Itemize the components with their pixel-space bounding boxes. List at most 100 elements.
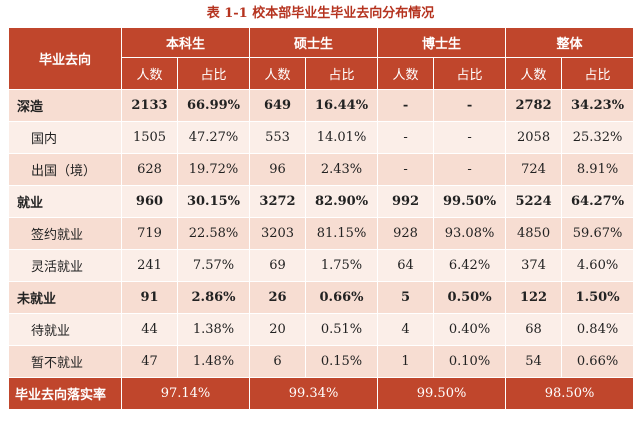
footer-value-master: 99.34% xyxy=(249,377,379,410)
table-cell: 47.27% xyxy=(176,121,251,154)
table-row: 国内 1505 47.27% 553 14.01% - - 2058 25.32… xyxy=(8,121,635,154)
table-cell: 4850 xyxy=(505,217,563,250)
table-cell: 69 xyxy=(249,249,307,282)
table-cell: 0.40% xyxy=(433,313,507,346)
table-cell: 64.27% xyxy=(561,185,635,218)
table-cell: 928 xyxy=(377,217,435,250)
table-cell: 2.43% xyxy=(305,153,379,186)
table-cell: 1.48% xyxy=(176,345,251,378)
row-label: 深造 xyxy=(8,89,122,122)
table-cell: - xyxy=(377,153,435,186)
table-cell: 64 xyxy=(377,249,435,282)
table-cell: 1.38% xyxy=(176,313,251,346)
row-label: 暂不就业 xyxy=(8,345,122,378)
count-header: 人数 xyxy=(121,57,178,90)
graduate-destination-table: 毕业去向 本科生 硕士生 博士生 整体 人数 占比 人数 占比 人数 占比 人数… xyxy=(8,27,635,410)
table-cell: 66.99% xyxy=(176,89,251,122)
count-header: 人数 xyxy=(377,57,435,90)
table-cell: 59.67% xyxy=(561,217,635,250)
table-row: 暂不就业 47 1.48% 6 0.15% 1 0.10% 54 0.66% xyxy=(8,345,635,378)
table-cell: 99.50% xyxy=(433,185,507,218)
group-header-master: 硕士生 xyxy=(249,27,379,58)
row-label: 国内 xyxy=(8,121,122,154)
table-cell: 1505 xyxy=(121,121,178,154)
table-cell: 374 xyxy=(505,249,563,282)
table-cell: 122 xyxy=(505,281,563,314)
footer-row: 毕业去向落实率 97.14% 99.34% 99.50% 98.50% xyxy=(8,377,635,410)
table-cell: 0.66% xyxy=(305,281,379,314)
table-cell: 4 xyxy=(377,313,435,346)
table-cell: 0.50% xyxy=(433,281,507,314)
row-label: 灵活就业 xyxy=(8,249,122,282)
count-header: 人数 xyxy=(505,57,563,90)
table-cell: 0.66% xyxy=(561,345,635,378)
table-row: 深造 2133 66.99% 649 16.44% - - 2782 34.23… xyxy=(8,89,635,122)
table-cell: 25.32% xyxy=(561,121,635,154)
table-cell: - xyxy=(433,89,507,122)
table-cell: 82.90% xyxy=(305,185,379,218)
row-label: 未就业 xyxy=(8,281,122,314)
table-cell: - xyxy=(433,121,507,154)
table-cell: - xyxy=(377,121,435,154)
table-cell: 26 xyxy=(249,281,307,314)
table-cell: 6.42% xyxy=(433,249,507,282)
table-cell: 5224 xyxy=(505,185,563,218)
table-row: 灵活就业 241 7.57% 69 1.75% 64 6.42% 374 4.6… xyxy=(8,249,635,282)
table-cell: 724 xyxy=(505,153,563,186)
table-cell: 91 xyxy=(121,281,178,314)
table-cell: 81.15% xyxy=(305,217,379,250)
table-cell: 0.84% xyxy=(561,313,635,346)
table-cell: 47 xyxy=(121,345,178,378)
table-cell: 0.10% xyxy=(433,345,507,378)
table-cell: - xyxy=(433,153,507,186)
table-cell: 6 xyxy=(249,345,307,378)
table-cell: 2.86% xyxy=(176,281,251,314)
table-cell: 2782 xyxy=(505,89,563,122)
row-label: 签约就业 xyxy=(8,217,122,250)
table-cell: 7.57% xyxy=(176,249,251,282)
footer-value-doctor: 99.50% xyxy=(377,377,507,410)
row-label: 就业 xyxy=(8,185,122,218)
table-cell: 20 xyxy=(249,313,307,346)
group-header-undergrad: 本科生 xyxy=(120,27,251,58)
table-cell: 22.58% xyxy=(176,217,251,250)
table-row: 就业 960 30.15% 3272 82.90% 992 99.50% 522… xyxy=(8,185,635,218)
ratio-header: 占比 xyxy=(433,57,507,90)
table-cell: 2058 xyxy=(505,121,563,154)
table-cell: 0.15% xyxy=(305,345,379,378)
table-cell: - xyxy=(377,89,435,122)
count-header: 人数 xyxy=(249,57,307,90)
footer-value-overall: 98.50% xyxy=(505,377,635,410)
ratio-header: 占比 xyxy=(176,57,251,90)
table-cell: 4.60% xyxy=(561,249,635,282)
table-cell: 54 xyxy=(505,345,563,378)
group-header-doctor: 博士生 xyxy=(377,27,507,58)
ratio-header: 占比 xyxy=(561,57,635,90)
table-cell: 30.15% xyxy=(176,185,251,218)
table-cell: 8.91% xyxy=(561,153,635,186)
table-cell: 34.23% xyxy=(561,89,635,122)
table-cell: 649 xyxy=(249,89,307,122)
table-row: 出国（境） 628 19.72% 96 2.43% - - 724 8.91% xyxy=(8,153,635,186)
table-caption: 表 1-1 校本部毕业生毕业去向分布情况 xyxy=(206,6,435,21)
row-label: 出国（境） xyxy=(8,153,122,186)
table-cell: 14.01% xyxy=(305,121,379,154)
row-label-header: 毕业去向 xyxy=(8,27,122,90)
table-row: 未就业 91 2.86% 26 0.66% 5 0.50% 122 1.50% xyxy=(8,281,635,314)
table-cell: 992 xyxy=(377,185,435,218)
table-cell: 96 xyxy=(249,153,307,186)
table-cell: 19.72% xyxy=(176,153,251,186)
footer-value-undergrad: 97.14% xyxy=(120,377,251,410)
table-cell: 1.50% xyxy=(561,281,635,314)
table-cell: 553 xyxy=(249,121,307,154)
table-row: 签约就业 719 22.58% 3203 81.15% 928 93.08% 4… xyxy=(8,217,635,250)
group-header-overall: 整体 xyxy=(505,27,635,58)
table-cell: 960 xyxy=(121,185,178,218)
table-cell: 16.44% xyxy=(305,89,379,122)
table-cell: 93.08% xyxy=(433,217,507,250)
row-label: 待就业 xyxy=(8,313,122,346)
ratio-header: 占比 xyxy=(305,57,379,90)
table-cell: 3272 xyxy=(249,185,307,218)
table-cell: 719 xyxy=(121,217,178,250)
table-cell: 1 xyxy=(377,345,435,378)
